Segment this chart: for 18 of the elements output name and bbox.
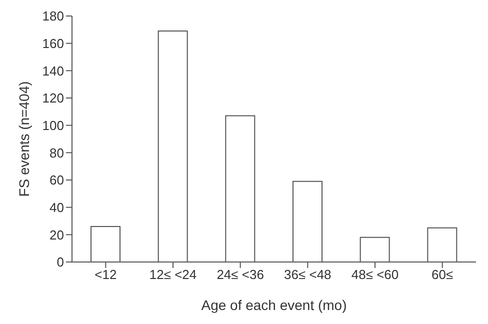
y-tick-label: 160 bbox=[42, 36, 64, 51]
x-tick-label: <12 bbox=[94, 267, 117, 282]
y-tick-label: 60 bbox=[50, 172, 64, 188]
y-tick-label: 120 bbox=[42, 90, 64, 106]
x-tick-label: 36≤ <48 bbox=[284, 267, 332, 282]
y-tick-label: 80 bbox=[50, 145, 64, 160]
x-tick-label: 60≤ bbox=[432, 267, 454, 282]
y-axis-title: FS events (n=404) bbox=[16, 81, 32, 197]
x-axis-title: Age of each event (mo) bbox=[201, 297, 347, 313]
y-tick-label: 140 bbox=[42, 63, 64, 78]
y-tick-label: 100 bbox=[42, 118, 64, 133]
x-tick-label: 48≤ <60 bbox=[351, 267, 399, 282]
x-tick-label: 12≤ <24 bbox=[149, 267, 197, 282]
y-tick-label: 180 bbox=[42, 8, 64, 24]
y-tick-label: 0 bbox=[56, 254, 64, 270]
y-tick-label: 40 bbox=[50, 200, 64, 215]
x-tick-label: 24≤ <36 bbox=[216, 267, 264, 282]
y-tick-label: 20 bbox=[50, 227, 64, 242]
